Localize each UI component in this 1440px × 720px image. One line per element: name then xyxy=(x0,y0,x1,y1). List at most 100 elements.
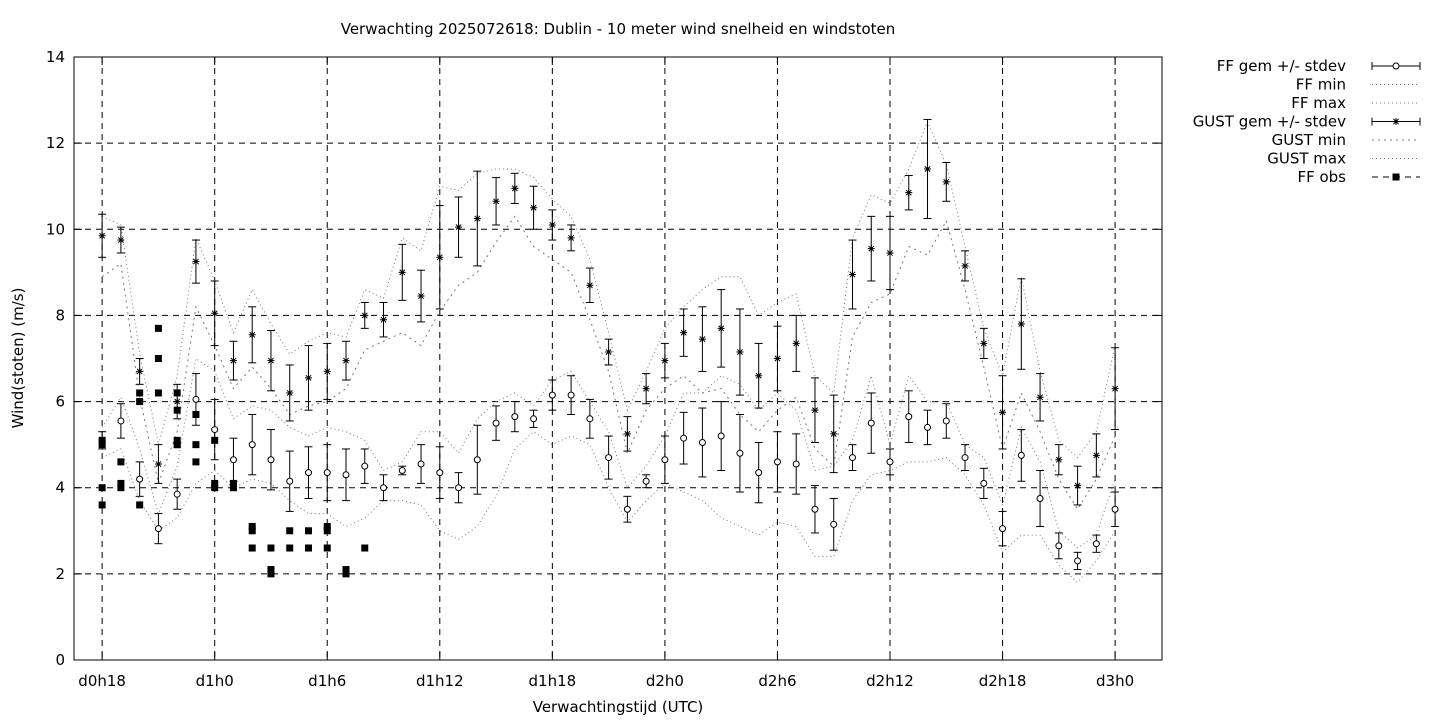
ff-point xyxy=(886,458,894,466)
gust-point xyxy=(380,316,388,324)
gust-point xyxy=(398,268,406,276)
ff-point xyxy=(380,484,388,492)
legend-gust-marker xyxy=(1392,118,1400,125)
ff-obs-point xyxy=(267,566,275,574)
legend-label: GUST min xyxy=(1272,131,1346,149)
ff-point xyxy=(173,490,181,498)
ff-point xyxy=(304,469,312,477)
gust-point xyxy=(1055,456,1063,464)
ff-point xyxy=(773,458,781,466)
x-tick-label: d2h0 xyxy=(646,672,684,690)
gust-point xyxy=(661,357,669,365)
ff-obs-point xyxy=(98,441,106,449)
ff-obs-point xyxy=(342,566,350,574)
gust-point xyxy=(342,357,350,365)
ff-point xyxy=(942,417,950,425)
gust-max-line xyxy=(101,120,1116,459)
ff-point xyxy=(136,475,144,483)
gust-point xyxy=(154,460,162,468)
ff-point xyxy=(680,434,688,442)
ff-obs-point xyxy=(211,436,219,444)
ff-obs-point xyxy=(136,501,144,509)
ff-obs-point xyxy=(173,389,181,397)
ff-point xyxy=(436,469,444,477)
x-tick-label: d0h18 xyxy=(78,672,126,690)
ff-point xyxy=(1036,494,1044,502)
y-tick-label: 6 xyxy=(55,393,65,411)
ff-point xyxy=(211,426,219,434)
gust-point xyxy=(680,329,688,337)
gust-point xyxy=(511,184,519,192)
gust-point xyxy=(586,281,594,289)
gust-point xyxy=(999,408,1007,416)
ff-point xyxy=(1092,540,1100,548)
ff-point xyxy=(342,471,350,479)
ff-point xyxy=(286,477,294,485)
ff-point xyxy=(717,432,725,440)
ff-point xyxy=(642,477,650,485)
ff-point xyxy=(736,449,744,457)
y-tick-label: 12 xyxy=(46,134,65,152)
ff-obs-point xyxy=(211,484,219,492)
gust-point xyxy=(530,204,538,212)
ff-obs-point xyxy=(173,441,181,449)
gust-point xyxy=(323,367,331,375)
axes: 0 2 4 6 8 10 12 14 d0h18 d1h0 d1h6 d1h12 d1h18 d2h0 d2… xyxy=(46,48,1163,690)
legend-label: FF obs xyxy=(1297,168,1346,186)
ff-point xyxy=(154,525,162,533)
ff-point xyxy=(473,456,481,464)
x-tick-label: d1h18 xyxy=(529,672,577,690)
y-axis-label: Wind(stoten) (m/s) xyxy=(9,288,27,429)
gust-point xyxy=(229,357,237,365)
y-tick-label: 0 xyxy=(55,651,65,669)
gust-point xyxy=(436,253,444,261)
legend-label: FF max xyxy=(1291,94,1346,112)
ff-point xyxy=(248,441,256,449)
gust-point xyxy=(567,234,575,242)
ff-min-line xyxy=(101,431,1116,584)
ff-point xyxy=(1111,505,1119,513)
gust-point xyxy=(1111,385,1119,393)
ff-point xyxy=(511,413,519,421)
gust-point xyxy=(605,348,613,356)
ff-point xyxy=(830,520,838,528)
gust-point xyxy=(248,331,256,339)
ff-obs-point xyxy=(286,527,294,535)
gust-point xyxy=(1074,482,1082,490)
legend-label: FF min xyxy=(1296,76,1346,94)
gust-point xyxy=(473,215,481,223)
gust-point xyxy=(548,221,556,229)
ff-point xyxy=(567,391,575,399)
ff-point xyxy=(1055,542,1063,550)
ff-obs-point xyxy=(342,570,350,578)
ff-point xyxy=(492,419,500,427)
ff-obs-point xyxy=(248,527,256,535)
ff-obs-point xyxy=(286,544,294,552)
x-tick-label: d3h0 xyxy=(1096,672,1134,690)
x-tick-label: d1h6 xyxy=(308,672,346,690)
gust-point xyxy=(811,406,819,414)
y-tick-label: 8 xyxy=(55,306,65,324)
ff-obs-point xyxy=(323,527,331,535)
ff-obs-point xyxy=(98,436,106,444)
ff-obs-point xyxy=(248,522,256,530)
ff-point xyxy=(755,469,763,477)
plot-border xyxy=(73,56,1163,661)
gust-point xyxy=(267,357,275,365)
ff-point xyxy=(1017,451,1025,459)
x-tick-label: d1h12 xyxy=(416,672,464,690)
ff-point xyxy=(398,466,406,474)
ff-obs-point xyxy=(248,544,256,552)
gust-point xyxy=(361,311,369,319)
y-tick-label: 10 xyxy=(46,220,65,238)
gust-point xyxy=(980,339,988,347)
gust-point xyxy=(1017,320,1025,328)
ff-obs-point xyxy=(117,479,125,487)
ff-point xyxy=(867,419,875,427)
gust-point xyxy=(304,374,312,382)
gust-point xyxy=(286,389,294,397)
ff-obs-point xyxy=(267,570,275,578)
grid xyxy=(74,57,1162,660)
